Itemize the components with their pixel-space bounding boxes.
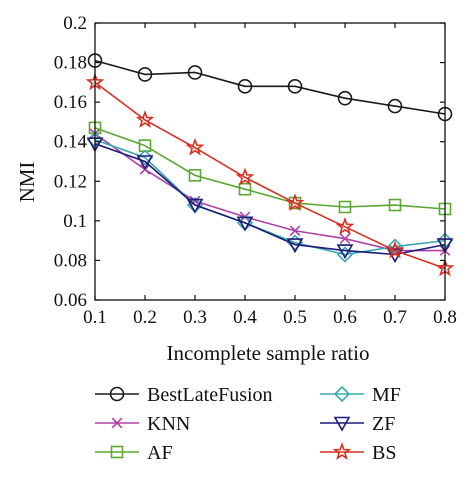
data-point-mf: [286, 234, 304, 251]
axes: 0.1 0.2 0.3 0.4 0.5 0.6 0.7 0.8 0.06 0.08 0.1 0.12 0…: [54, 13, 457, 328]
x-tick-label: 0.1: [83, 307, 107, 328]
data-point-bestlatefusion: [137, 67, 153, 82]
series-line-bestlatefusion: [94, 59, 446, 115]
y-axis-label: NMI: [15, 162, 39, 203]
legend-marker: [109, 386, 125, 402]
series-line-mf: [94, 138, 446, 256]
x-tick-label: 0.4: [233, 307, 257, 328]
data-point-bs: [135, 110, 155, 128]
data-point-bs: [385, 240, 405, 259]
series-line-af: [94, 127, 446, 210]
series-knn: [89, 128, 451, 256]
legend-label: MF: [372, 384, 401, 406]
legend-item-bs: BS: [320, 442, 396, 464]
data-point-bs: [335, 216, 355, 235]
series-bestlatefusion: [87, 53, 453, 122]
y-tick-label: 0.18: [54, 53, 87, 74]
legend-item-af: AF: [95, 442, 173, 464]
y-tick-label: 0.2: [63, 13, 87, 34]
data-point-zf: [286, 238, 304, 254]
data-point-knn: [189, 195, 201, 207]
legend-marker: [110, 445, 124, 459]
legend-label: KNN: [147, 413, 190, 435]
data-point-bs: [185, 137, 205, 156]
x-tick-label: 0.8: [433, 307, 457, 328]
data-point-bestlatefusion: [187, 65, 203, 80]
legend-marker: [333, 416, 351, 432]
series-mf: [86, 131, 454, 263]
y-tick-label: 0.1: [63, 211, 87, 232]
plot-area: [85, 53, 455, 277]
plot-frame: [94, 22, 446, 301]
legend-item-knn: KNN: [95, 413, 190, 435]
x-tick-label: 0.5: [283, 307, 307, 328]
legend-label: BS: [372, 442, 396, 464]
legend-label: BestLateFusion: [147, 384, 273, 406]
data-point-bs: [285, 193, 305, 212]
y-tick-label: 0.16: [54, 92, 87, 113]
data-point-af: [238, 182, 252, 196]
legend-item-zf: ZF: [320, 413, 395, 435]
y-tick-label: 0.12: [54, 171, 87, 192]
legend-label: AF: [147, 442, 173, 464]
data-point-zf: [236, 216, 254, 232]
x-tick-label: 0.3: [183, 307, 207, 328]
x-tick-label: 0.2: [133, 307, 157, 328]
data-point-zf: [186, 198, 204, 214]
data-point-af: [388, 198, 402, 212]
x-tick-label: 0.7: [383, 307, 407, 328]
legend-item-mf: MF: [320, 384, 401, 406]
y-tick-label: 0.06: [54, 290, 87, 311]
legend-item-bestlatefusion: BestLateFusion: [95, 384, 273, 406]
data-point-af: [338, 200, 352, 214]
data-point-zf: [136, 155, 154, 171]
y-tick-label: 0.08: [54, 250, 87, 271]
data-point-af: [188, 169, 202, 182]
series-line-bs: [94, 81, 446, 270]
data-point-bestlatefusion: [237, 79, 253, 94]
legend-marker: [333, 385, 351, 403]
legend: BestLateFusion KNN AF MF ZF BS: [95, 384, 401, 464]
data-point-bestlatefusion: [287, 79, 303, 94]
data-point-knn: [339, 233, 351, 245]
data-point-bs: [235, 167, 255, 186]
data-point-zf: [336, 244, 354, 260]
data-point-mf: [336, 246, 354, 263]
data-point-bestlatefusion: [387, 98, 403, 114]
legend-label: ZF: [372, 413, 395, 435]
series-line-zf: [94, 142, 446, 256]
y-tick-label: 0.14: [54, 132, 88, 153]
data-point-bestlatefusion: [337, 90, 353, 106]
data-point-knn: [289, 225, 301, 237]
x-tick-label: 0.6: [333, 307, 357, 328]
legend-marker: [332, 442, 352, 460]
x-axis-label: Incomplete sample ratio: [167, 341, 370, 365]
series-bs: [85, 72, 455, 277]
legend-marker: [111, 417, 123, 429]
